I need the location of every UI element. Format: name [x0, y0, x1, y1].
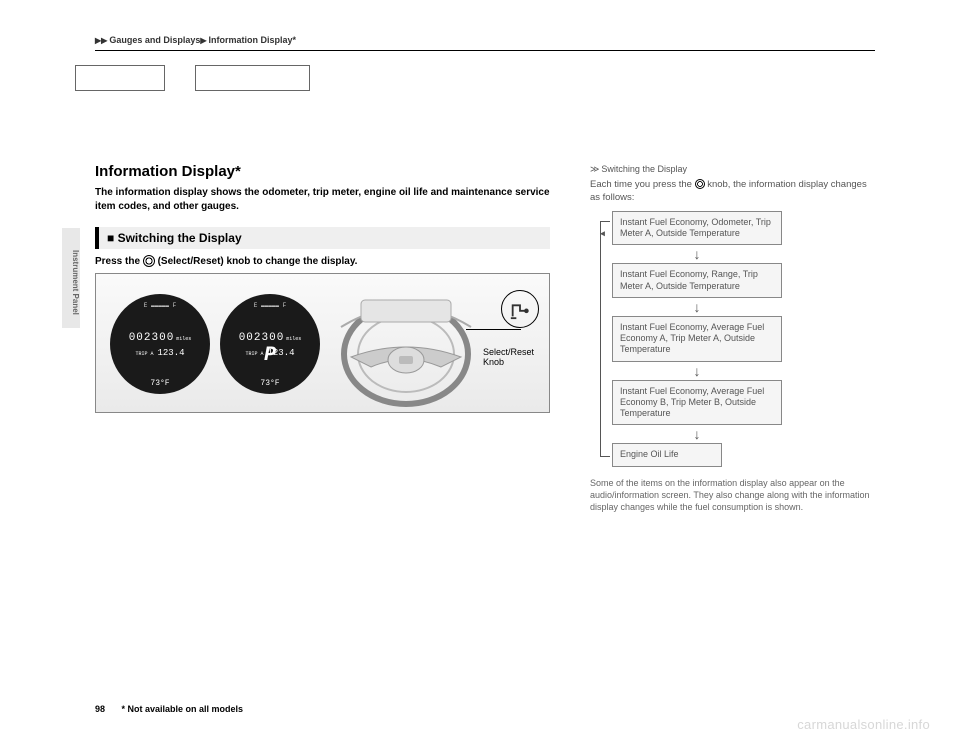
flow-box-5: Engine Oil Life	[612, 443, 722, 466]
page-title: Information Display*	[95, 163, 550, 180]
steering-wheel	[321, 282, 491, 407]
flow-arrow-4: ↓	[612, 427, 782, 441]
flow-arrow-2: ↓	[612, 300, 782, 314]
fuel-arc-2: E ▬▬▬▬▬ F	[230, 302, 310, 322]
subtext-pre: Press the	[95, 256, 143, 267]
odo-2: 002300miles	[220, 332, 320, 344]
watermark: carmanualsonline.info	[797, 717, 930, 732]
breadcrumb: ▶▶Gauges and Displays▶Information Displa…	[95, 35, 875, 45]
fuel-arc-1: E ▬▬▬▬▬ F	[120, 302, 200, 322]
flow-box-1: Instant Fuel Economy, Odometer, Trip Met…	[612, 211, 782, 246]
intro-text: The information display shows the odomet…	[95, 186, 550, 213]
flow-arrow-1: ↓	[612, 247, 782, 261]
side-note: Some of the items on the information dis…	[590, 477, 875, 513]
info-icon: ≫	[590, 164, 599, 174]
breadcrumb-part2: Information Display*	[209, 35, 297, 45]
flow-diagram: ▴ Instant Fuel Economy, Odometer, Trip M…	[598, 211, 875, 467]
temp-2: 73°F	[220, 379, 320, 388]
breadcrumb-arrow: ▶▶	[95, 36, 107, 45]
return-line: ▴	[600, 221, 610, 457]
callout-label: Select/Reset Knob	[483, 348, 543, 368]
flow-box-3: Instant Fuel Economy, Average Fuel Econo…	[612, 316, 782, 362]
flow-box-2: Instant Fuel Economy, Range, Trip Meter …	[612, 263, 782, 298]
side-heading: ≫Switching the Display	[590, 163, 875, 175]
side-column: ≫Switching the Display Each time you pre…	[590, 163, 875, 513]
gear-2: P	[220, 344, 320, 367]
trip-1: TRIP A123.4	[110, 348, 210, 358]
sub-text: Press the (Select/Reset) knob to change …	[95, 255, 550, 267]
breadcrumb-sep: ▶	[200, 36, 206, 45]
top-rule	[95, 50, 875, 51]
return-arrow-icon: ▴	[596, 231, 610, 236]
footer: 98 * Not available on all models	[95, 704, 243, 714]
main-column: Information Display* The information dis…	[95, 163, 550, 413]
knob-icon-small	[695, 179, 705, 189]
subheader-text: Switching the Display	[118, 231, 242, 245]
side-head-text: Switching the Display	[601, 164, 687, 174]
subheader: ■ Switching the Display	[95, 227, 550, 249]
callout-line	[466, 329, 521, 330]
knob-callout-circle	[501, 290, 539, 328]
side-tab: Instrument Panel	[62, 228, 80, 328]
gauge-left: E ▬▬▬▬▬ F 002300miles TRIP A123.4 73°F	[110, 294, 210, 394]
page: ▶▶Gauges and Displays▶Information Displa…	[95, 35, 875, 685]
flow-arrow-3: ↓	[612, 364, 782, 378]
footer-note: * Not available on all models	[122, 704, 244, 714]
subtext-post: (Select/Reset) knob to change the displa…	[155, 256, 358, 267]
knob-icon	[143, 255, 155, 267]
dashboard-figure: E ▬▬▬▬▬ F 002300miles TRIP A123.4 73°F E…	[95, 273, 550, 413]
odo-1: 002300miles	[110, 332, 210, 344]
breadcrumb-part1: Gauges and Displays	[109, 35, 200, 45]
page-number: 98	[95, 704, 105, 714]
side-intro: Each time you press the knob, the inform…	[590, 179, 875, 205]
gauge-right: E ▬▬▬▬▬ F 002300miles TRIP A123.4 P 73°F	[220, 294, 320, 394]
flow-box-4: Instant Fuel Economy, Average Fuel Econo…	[612, 380, 782, 426]
temp-1: 73°F	[110, 379, 210, 388]
